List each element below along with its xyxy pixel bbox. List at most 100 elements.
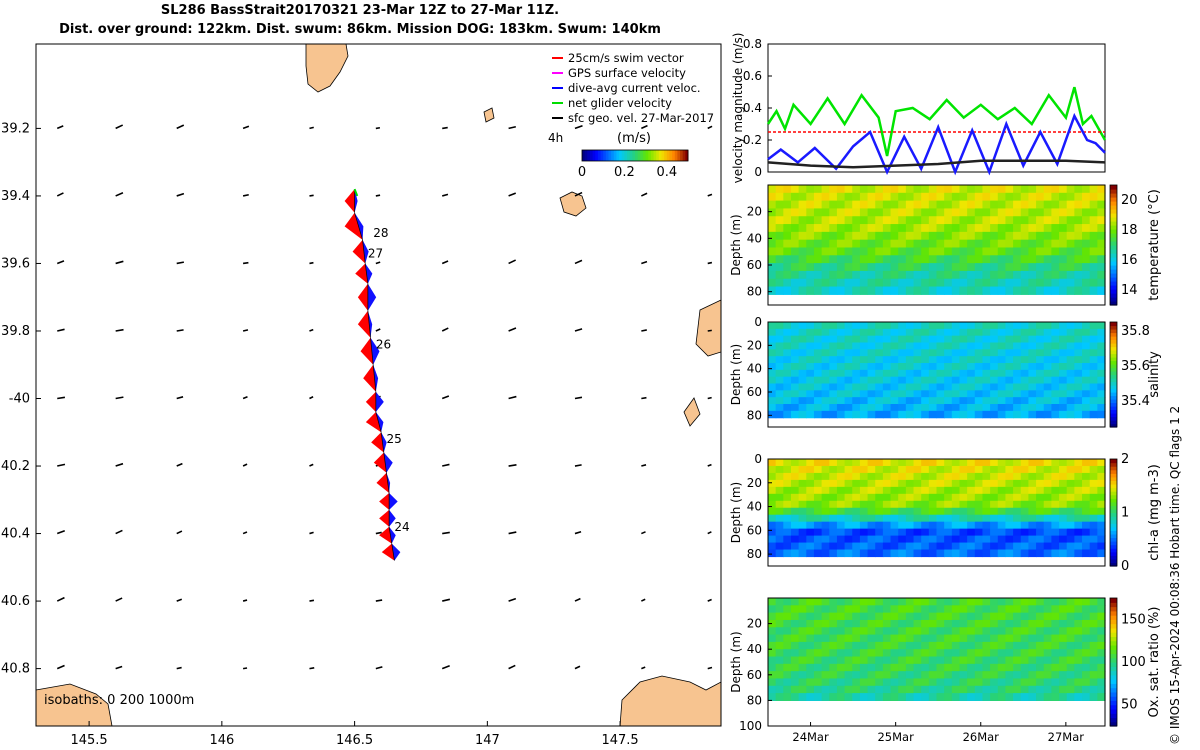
section-cell — [905, 322, 915, 330]
section-cell — [768, 208, 777, 217]
section-cell — [913, 239, 922, 249]
section-cell — [852, 216, 861, 225]
section-cell — [852, 649, 861, 658]
section-colorbar-cell — [1110, 473, 1117, 478]
section-cell — [944, 231, 953, 241]
section-cell — [928, 486, 938, 495]
geo-vector — [574, 597, 581, 602]
section-cell — [882, 542, 892, 551]
section-cell — [913, 500, 922, 509]
section-cell — [982, 208, 991, 217]
section-cell — [959, 263, 968, 272]
colorbar-cell — [677, 150, 681, 161]
section-cell — [1074, 185, 1083, 194]
geo-vector — [508, 395, 517, 400]
section-cell — [959, 619, 968, 628]
section-cell — [967, 278, 976, 288]
section-cell — [967, 671, 976, 680]
colorbar-frame — [581, 149, 689, 162]
section-cell — [898, 671, 907, 680]
section-y-tick-label: 80 — [747, 693, 762, 707]
section-cell — [1066, 465, 1075, 474]
section-cell — [813, 663, 823, 672]
section-cell — [1089, 493, 1098, 502]
section-cell — [898, 185, 907, 194]
section-cell — [928, 247, 938, 256]
section-cell — [798, 208, 807, 217]
section-cell — [997, 383, 1007, 391]
section-colorbar-cell — [1110, 221, 1117, 226]
section-cell — [959, 383, 968, 391]
section-cell — [944, 349, 953, 357]
section-cell — [1074, 328, 1083, 337]
section-cell — [1074, 376, 1083, 385]
section-cell — [890, 619, 899, 628]
section-cell — [990, 369, 999, 378]
section-cell — [974, 335, 984, 344]
section-cell — [1089, 612, 1098, 621]
section-cell — [1097, 192, 1106, 202]
section-cell — [783, 322, 792, 330]
track-line — [380, 432, 385, 453]
section-cell — [875, 263, 884, 272]
section-cell — [1089, 239, 1098, 249]
section-cell — [829, 322, 838, 330]
section-cell — [1066, 349, 1075, 357]
section-cell — [790, 535, 800, 544]
section-cell — [1082, 322, 1091, 330]
section-cell — [775, 278, 784, 288]
section-colorbar-cell — [1110, 533, 1117, 539]
section-cell — [1059, 598, 1068, 606]
section-cell — [1066, 549, 1075, 558]
section-cell — [1059, 239, 1068, 249]
section-cell — [1028, 649, 1037, 658]
section-cell — [1013, 619, 1022, 628]
section-cell — [951, 678, 961, 687]
section-cell — [898, 369, 907, 378]
section-cell — [875, 247, 884, 256]
section-cell — [1005, 383, 1014, 391]
section-cell — [974, 459, 984, 467]
current-vector — [381, 432, 387, 453]
section-cell — [859, 612, 869, 621]
section-cell — [997, 369, 1007, 378]
section-cell — [859, 328, 869, 337]
section-cell — [997, 493, 1007, 502]
section-cell — [836, 356, 846, 364]
section-cell — [806, 514, 815, 523]
section-cell — [905, 263, 915, 272]
section-cell — [898, 500, 907, 509]
section-cell — [890, 598, 899, 606]
section-colorbar-cell — [1110, 644, 1117, 650]
section-cell — [997, 404, 1007, 412]
section-cell — [936, 514, 945, 523]
section-cell — [882, 535, 892, 544]
section-cell — [813, 200, 823, 210]
section-cell — [836, 472, 846, 481]
section-cell — [913, 192, 922, 202]
section-cell — [905, 410, 915, 419]
section-cell — [1059, 356, 1068, 364]
section-cell — [1074, 649, 1083, 658]
section-cell — [1089, 671, 1098, 680]
section-cell — [905, 535, 915, 544]
section-cell — [1013, 542, 1022, 551]
colorbar-cell — [619, 150, 623, 161]
section-cell — [974, 641, 984, 650]
velocity-series-line — [767, 112, 1106, 176]
section-cell — [836, 528, 846, 537]
geo-vector — [375, 328, 381, 332]
section-cell — [959, 507, 968, 516]
section-cell — [806, 224, 815, 233]
geo-vector — [309, 531, 314, 535]
section-cell — [982, 500, 991, 509]
section-cell — [768, 598, 777, 606]
section-cell — [1074, 383, 1083, 391]
section-cell — [768, 376, 777, 385]
section-cell — [783, 185, 792, 194]
section-cell — [829, 410, 838, 419]
geo-vector — [574, 665, 581, 670]
section-cell — [1005, 612, 1014, 621]
section-cell — [1097, 663, 1106, 672]
section-cell — [959, 376, 968, 385]
